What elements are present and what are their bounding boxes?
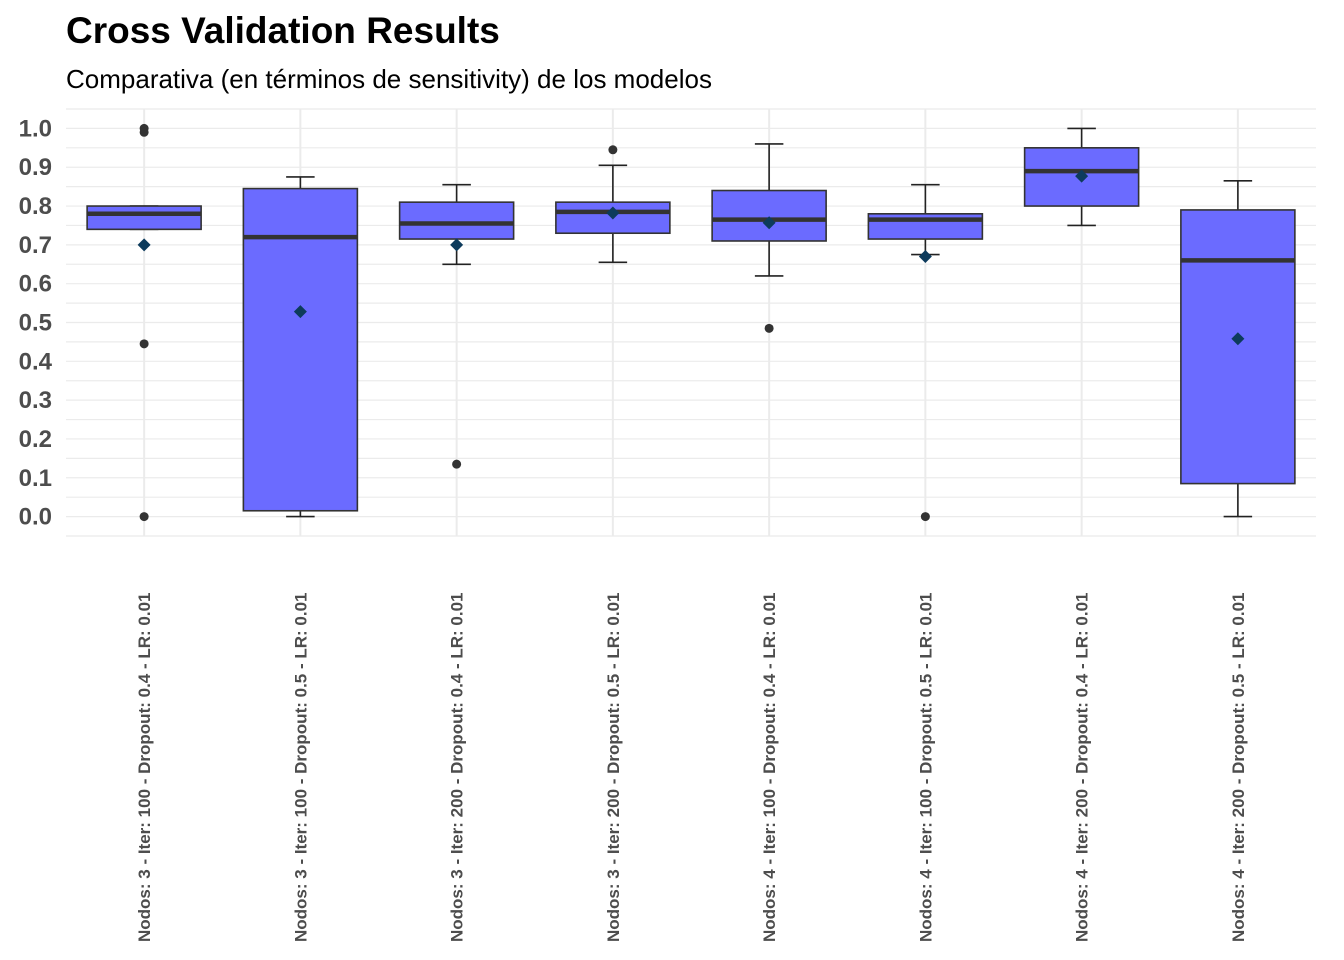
y-tick-label: 0.0 bbox=[19, 504, 52, 531]
outlier-point bbox=[139, 339, 149, 349]
x-tick-label: Nodos: 3 - Iter: 100 - Dropout: 0.4 - LR… bbox=[135, 593, 154, 943]
box-group bbox=[398, 183, 515, 469]
mean-marker bbox=[1231, 332, 1245, 346]
y-tick-label: 0.5 bbox=[19, 310, 52, 337]
y-tick-label: 1.0 bbox=[19, 115, 52, 142]
box-iqr bbox=[1180, 209, 1296, 485]
outlier-point bbox=[764, 323, 774, 333]
chart-subtitle: Comparativa (en términos de sensitivity)… bbox=[66, 64, 712, 94]
mean-marker bbox=[1075, 169, 1089, 183]
mean-marker bbox=[450, 238, 464, 252]
y-tick-label: 0.2 bbox=[19, 426, 52, 453]
y-axis: 0.0 0.1 0.2 0.3 0.4 0.5 0.6 0.7 0.8 0.9 1.0 bbox=[19, 115, 53, 530]
box-iqr bbox=[398, 201, 515, 240]
x-tick-label: Nodos: 4 - Iter: 100 - Dropout: 0.5 - LR… bbox=[916, 593, 935, 943]
x-tick-label: Nodos: 3 - Iter: 200 - Dropout: 0.5 - LR… bbox=[604, 593, 623, 943]
y-tick-label: 0.8 bbox=[19, 193, 52, 220]
box-group bbox=[86, 123, 202, 522]
box-group bbox=[1023, 127, 1140, 227]
box-group bbox=[1180, 180, 1296, 518]
mean-marker bbox=[137, 238, 151, 252]
y-tick-label: 0.3 bbox=[19, 387, 52, 414]
x-tick-label: Nodos: 4 - Iter: 200 - Dropout: 0.5 - LR… bbox=[1229, 593, 1248, 943]
mean-marker bbox=[293, 305, 307, 319]
chart-title: Cross Validation Results bbox=[66, 10, 500, 51]
outlier-point bbox=[139, 512, 149, 522]
outlier-point bbox=[139, 127, 149, 137]
outlier-point bbox=[452, 459, 462, 469]
boxes-layer bbox=[86, 123, 1296, 522]
box-group bbox=[867, 183, 984, 522]
y-tick-label: 0.4 bbox=[19, 348, 53, 375]
box-group bbox=[555, 145, 671, 264]
y-tick-label: 0.1 bbox=[19, 465, 52, 492]
mean-marker bbox=[918, 250, 932, 264]
x-axis: Nodos: 3 - Iter: 100 - Dropout: 0.4 - LR… bbox=[135, 593, 1248, 943]
x-tick-label: Nodos: 4 - Iter: 200 - Dropout: 0.4 - LR… bbox=[1073, 593, 1092, 943]
box-iqr bbox=[242, 187, 359, 512]
mean-marker bbox=[606, 206, 620, 220]
outlier-point bbox=[608, 145, 618, 155]
box-iqr bbox=[711, 189, 827, 242]
x-tick-label: Nodos: 3 - Iter: 200 - Dropout: 0.4 - LR… bbox=[448, 593, 467, 943]
box-group bbox=[242, 176, 359, 518]
x-tick-label: Nodos: 3 - Iter: 100 - Dropout: 0.5 - LR… bbox=[291, 593, 310, 943]
outlier-point bbox=[920, 512, 930, 522]
y-tick-label: 0.7 bbox=[19, 232, 52, 259]
x-tick-label: Nodos: 4 - Iter: 100 - Dropout: 0.4 - LR… bbox=[760, 593, 779, 943]
mean-marker bbox=[762, 216, 776, 230]
box-group bbox=[711, 143, 827, 333]
y-tick-label: 0.9 bbox=[19, 154, 52, 181]
box-iqr bbox=[86, 205, 202, 231]
y-tick-label: 0.6 bbox=[19, 271, 52, 298]
